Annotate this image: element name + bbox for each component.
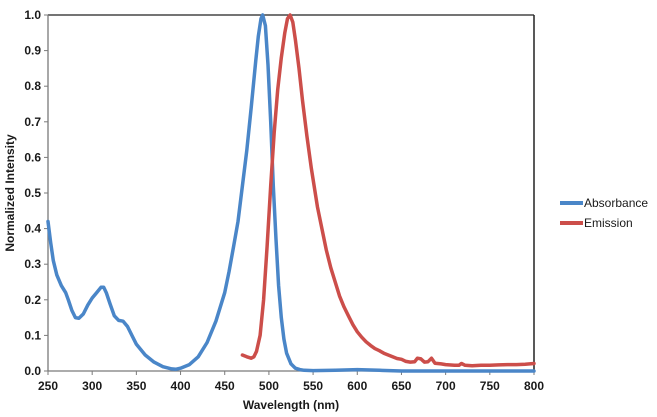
x-tick-label: 650 xyxy=(391,379,411,393)
x-tick-label: 450 xyxy=(215,379,235,393)
y-tick-label: 0.9 xyxy=(24,44,41,58)
y-tick-label: 0.7 xyxy=(24,115,41,129)
y-axis-ticks: 0.0 0.1 0.2 0.3 0.4 0.5 0.6 0.7 0.8 0.9 1.0 xyxy=(24,8,48,378)
x-tick-label: 300 xyxy=(82,379,102,393)
x-tick-label: 800 xyxy=(524,379,544,393)
legend-label-emission: Emission xyxy=(584,216,633,230)
y-tick-label: 0.6 xyxy=(24,150,41,164)
y-axis-title: Normalized Intensity xyxy=(3,134,17,252)
x-axis-title: Wavelength (nm) xyxy=(243,398,339,412)
series-line-absorbance xyxy=(46,13,536,373)
x-tick-label: 750 xyxy=(480,379,500,393)
plot-area: 0.0 0.1 0.2 0.3 0.4 0.5 0.6 0.7 0.8 0.9 1.0 250 300… xyxy=(24,8,544,393)
y-tick-label: 0.0 xyxy=(24,364,41,378)
x-axis-ticks: 250 300 350 400 450 500 550 600 650 700 750 800 xyxy=(38,371,544,393)
y-tick-label: 0.2 xyxy=(24,293,41,307)
y-tick-label: 0.1 xyxy=(24,328,41,342)
legend-item-emission: Emission xyxy=(560,216,633,230)
y-tick-label: 0.4 xyxy=(24,222,41,236)
x-tick-label: 600 xyxy=(347,379,367,393)
y-tick-label: 0.3 xyxy=(24,257,41,271)
x-tick-label: 550 xyxy=(303,379,323,393)
y-tick-label: 1.0 xyxy=(24,8,41,22)
series-lines xyxy=(46,13,536,373)
x-tick-label: 700 xyxy=(436,379,456,393)
x-tick-label: 500 xyxy=(259,379,279,393)
x-tick-label: 350 xyxy=(126,379,146,393)
legend-label-absorbance: Absorbance xyxy=(584,196,648,210)
series-line-emission xyxy=(240,13,536,368)
legend-item-absorbance: Absorbance xyxy=(560,196,648,210)
x-tick-label: 400 xyxy=(171,379,191,393)
y-tick-label: 0.8 xyxy=(24,79,41,93)
y-tick-label: 0.5 xyxy=(24,186,41,200)
x-tick-label: 250 xyxy=(38,379,58,393)
legend: Absorbance Emission xyxy=(560,196,648,230)
